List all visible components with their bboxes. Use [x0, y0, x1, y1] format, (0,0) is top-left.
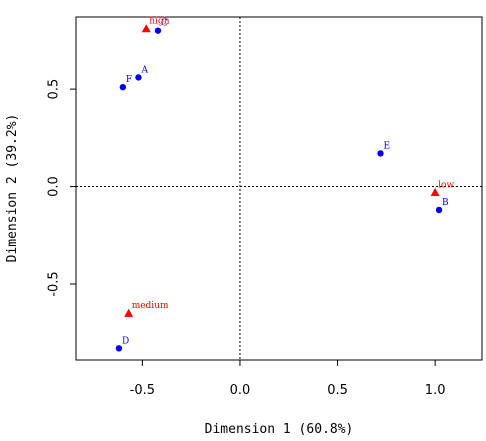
point-D [115, 345, 123, 352]
point-label-E: E [384, 141, 391, 151]
point-E [377, 150, 384, 157]
reference-lines [76, 17, 482, 360]
point-label-A: A [140, 65, 148, 75]
point-C [154, 27, 162, 34]
point-F [119, 83, 127, 91]
x-tick-label: 0.5 [327, 383, 348, 398]
y-tick-label: 0.0 [47, 176, 62, 197]
point-medium [124, 308, 134, 317]
point-label-B: B [442, 198, 449, 208]
y-axis-title: Dimension 2 (39.2%) [5, 114, 20, 263]
y-axis: -0.5 0.0 0.5 [47, 79, 77, 297]
x-tick-label: 1.0 [425, 383, 446, 398]
point-A [135, 74, 142, 81]
point-label-medium: medium [132, 301, 169, 311]
point-high [141, 24, 151, 33]
point-label-C: C [161, 19, 168, 29]
x-tick-label: -0.5 [130, 383, 155, 398]
point-low [430, 187, 440, 196]
point-B [435, 206, 443, 214]
point-label-F: F [126, 75, 132, 85]
point-label-D: D [122, 336, 129, 346]
y-tick-label: 0.5 [47, 79, 62, 100]
x-axis: -0.5 0.0 0.5 1.0 [130, 359, 446, 398]
y-tick-label: -0.5 [47, 271, 62, 296]
x-axis-title: Dimension 1 (60.8%) [205, 422, 354, 437]
x-tick-label: 0.0 [230, 383, 251, 398]
point-label-high: high [149, 17, 169, 27]
point-label-low: low [438, 180, 454, 190]
